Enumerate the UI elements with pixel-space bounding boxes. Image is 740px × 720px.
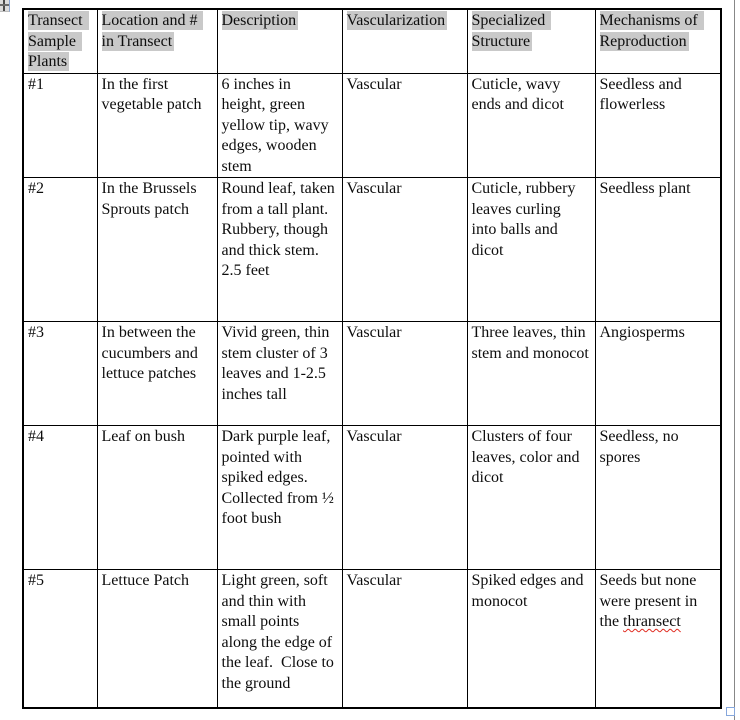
cell-description[interactable]: Dark purple leaf, pointed with spiked ed… — [216, 425, 343, 570]
cell-vascularization[interactable]: Vascular — [341, 72, 468, 178]
cell-sample[interactable]: #5 — [22, 569, 98, 709]
cell-sample[interactable]: #2 — [22, 177, 98, 322]
header-cell-location[interactable]: Location and # in Transect — [96, 8, 218, 74]
header-label: Specialized Structure — [471, 11, 552, 51]
cell-location[interactable]: In between the cucumbers and lettuce pat… — [96, 321, 218, 426]
header-label: Vascularization — [346, 11, 448, 30]
header-label: Transect Sample Plants — [28, 11, 89, 71]
cell-reproduction[interactable]: Seedless, no spores — [594, 425, 722, 570]
table-move-handle-icon[interactable] — [0, 0, 10, 12]
table-row: #4 Leaf on bush Dark purple leaf, pointe… — [22, 425, 722, 570]
header-cell-reproduction[interactable]: Mechanisms of Reproduction — [594, 8, 722, 74]
cell-reproduction[interactable]: Angiosperms — [594, 321, 722, 426]
cell-description[interactable]: Light green, soft and thin with small po… — [216, 569, 343, 709]
cell-structure[interactable]: Three leaves, thin stem and monocot — [466, 321, 596, 426]
cell-vascularization[interactable]: Vascular — [341, 321, 468, 426]
cell-sample[interactable]: #1 — [22, 72, 98, 178]
cell-location[interactable]: In the first vegetable patch — [96, 72, 218, 178]
cell-description[interactable]: Round leaf, taken from a tall plant. Rub… — [216, 177, 343, 322]
table-resize-handle[interactable] — [726, 707, 735, 716]
header-label: Mechanisms of Reproduction — [599, 11, 704, 51]
table-row: #5 Lettuce Patch Light green, soft and t… — [22, 569, 722, 709]
cell-sample[interactable]: #3 — [22, 321, 98, 426]
cell-description[interactable]: Vivid green, thin stem cluster of 3 leav… — [216, 321, 343, 426]
page-edge-line — [734, 0, 735, 720]
cell-structure[interactable]: Clusters of four leaves, color and dicot — [466, 425, 596, 570]
table-row: #3 In between the cucumbers and lettuce … — [22, 321, 722, 426]
cell-vascularization[interactable]: Vascular — [341, 425, 468, 570]
reproduction-text: Seeds but none were present in the — [599, 572, 702, 630]
header-label: Location and # in Transect — [101, 11, 204, 51]
cell-structure[interactable]: Spiked edges and monocot — [466, 569, 596, 709]
cell-structure[interactable]: Cuticle, rubbery leaves curling into bal… — [466, 177, 596, 322]
cell-reproduction[interactable]: Seedless and flowerless — [594, 72, 722, 178]
header-cell-vascularization[interactable]: Vascularization — [341, 8, 468, 74]
header-cell-sample[interactable]: Transect Sample Plants — [22, 8, 98, 74]
table-header-row: Transect Sample Plants Location and # in… — [22, 8, 722, 74]
cell-description[interactable]: 6 inches in height, green yellow tip, wa… — [216, 72, 343, 178]
header-cell-structure[interactable]: Specialized Structure — [466, 8, 596, 74]
header-label: Description — [221, 11, 299, 30]
cell-reproduction[interactable]: Seeds but none were present in the thran… — [594, 569, 722, 709]
cell-structure[interactable]: Cuticle, wavy ends and dicot — [466, 72, 596, 178]
cell-location[interactable]: In the Brussels Sprouts patch — [96, 177, 218, 322]
header-cell-description[interactable]: Description — [216, 8, 343, 74]
cell-sample[interactable]: #4 — [22, 425, 98, 570]
table-row: #1 In the first vegetable patch 6 inches… — [22, 72, 722, 178]
misspelled-word: thransect — [623, 613, 681, 630]
cell-location[interactable]: Lettuce Patch — [96, 569, 218, 709]
cell-location[interactable]: Leaf on bush — [96, 425, 218, 570]
cell-vascularization[interactable]: Vascular — [341, 569, 468, 709]
cell-reproduction[interactable]: Seedless plant — [594, 177, 722, 322]
cell-vascularization[interactable]: Vascular — [341, 177, 468, 322]
transect-observations-table: Transect Sample Plants Location and # in… — [22, 8, 722, 709]
table-row: #2 In the Brussels Sprouts patch Round l… — [22, 177, 722, 322]
